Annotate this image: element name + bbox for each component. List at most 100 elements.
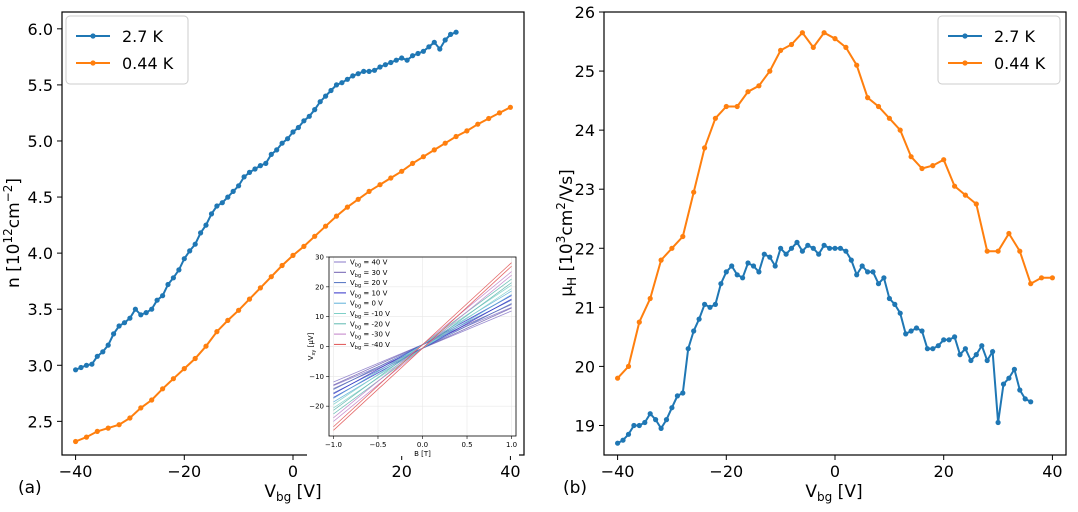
data-point [410, 160, 416, 166]
y-tick-label: 5.5 [28, 76, 53, 95]
data-point [198, 230, 204, 236]
data-point [323, 223, 329, 229]
data-point [707, 304, 713, 310]
data-point [636, 422, 642, 429]
data-point [854, 272, 860, 278]
data-point [246, 296, 253, 302]
data-point [426, 44, 432, 50]
legend-box [937, 15, 1061, 85]
data-point [83, 362, 90, 368]
data-point [181, 366, 187, 372]
data-point [312, 107, 318, 113]
data-point [89, 361, 95, 367]
data-point [328, 87, 334, 94]
data-point [691, 328, 697, 334]
data-point [968, 357, 974, 364]
data-point [875, 281, 882, 287]
data-point [219, 200, 225, 206]
y-tick-label: 5.0 [28, 132, 53, 151]
data-point [116, 323, 122, 329]
data-point [935, 343, 941, 349]
data-point [973, 201, 979, 207]
data-point [73, 367, 79, 373]
data-point [941, 157, 947, 163]
data-point [908, 154, 914, 160]
data-point [832, 36, 838, 42]
data-point [149, 306, 155, 312]
legend-label: 0.44 K [122, 54, 174, 73]
data-point [339, 80, 345, 86]
data-point [723, 103, 729, 110]
y-tick-label: 19 [575, 416, 595, 435]
data-point [410, 53, 416, 59]
inset-legend-label: Vbg = -40 V [350, 341, 390, 351]
data-point [952, 334, 958, 340]
data-point [788, 245, 795, 251]
data-point [924, 346, 931, 352]
data-point [453, 133, 459, 140]
inset-x-tick-label: −1.0 [325, 441, 342, 449]
data-point [1049, 275, 1055, 281]
data-point [290, 252, 296, 258]
data-point [73, 438, 79, 445]
data-point [669, 245, 675, 251]
inset-series-line-8 [333, 265, 512, 431]
data-point [268, 151, 274, 157]
inset-y-tick-label: 0 [320, 343, 324, 351]
data-point [647, 295, 653, 302]
data-point [181, 256, 187, 262]
data-point [507, 104, 513, 110]
inset-x-tick-label: 0.5 [461, 441, 472, 449]
inset-series-line-8 [333, 262, 512, 428]
data-point [832, 245, 838, 251]
data-point [875, 103, 882, 110]
data-point [187, 248, 193, 254]
data-point [810, 44, 816, 51]
data-point [442, 140, 448, 146]
y-tick-label: 21 [575, 298, 595, 317]
data-point [919, 328, 925, 334]
data-point [165, 281, 171, 288]
data-point [94, 353, 100, 359]
data-point [952, 183, 958, 189]
data-point [1017, 248, 1023, 254]
data-point [279, 262, 285, 269]
legend-marker [962, 60, 968, 66]
data-point [756, 269, 762, 275]
data-point [431, 39, 437, 45]
data-point [756, 83, 762, 89]
data-point [431, 147, 437, 153]
data-point [658, 425, 664, 431]
data-point [723, 269, 729, 275]
data-point [94, 428, 100, 434]
data-point [496, 110, 503, 116]
data-point [930, 346, 936, 352]
series-line-1 [616, 31, 1053, 379]
legend-label: 0.44 K [994, 54, 1046, 73]
data-point [1028, 399, 1034, 405]
data-point [257, 285, 263, 291]
data-point [301, 118, 307, 124]
data-point [886, 115, 893, 121]
data-point [778, 47, 784, 54]
data-point [767, 254, 773, 260]
legend-marker [90, 60, 96, 66]
data-point [252, 166, 258, 172]
data-point [788, 41, 795, 48]
data-point [192, 355, 198, 362]
data-point [333, 82, 340, 88]
data-point [236, 307, 242, 313]
data-point [740, 275, 746, 281]
data-point [854, 62, 860, 68]
data-point [979, 343, 985, 349]
x-tick-label: −40 [601, 462, 635, 481]
data-point [290, 129, 296, 135]
inset-y-axis-label: Vxy [μV] [307, 332, 317, 360]
data-point [919, 165, 925, 172]
data-point [892, 301, 898, 307]
data-point [241, 174, 247, 180]
data-point [285, 136, 291, 142]
data-point [246, 169, 253, 175]
data-point [279, 140, 285, 146]
